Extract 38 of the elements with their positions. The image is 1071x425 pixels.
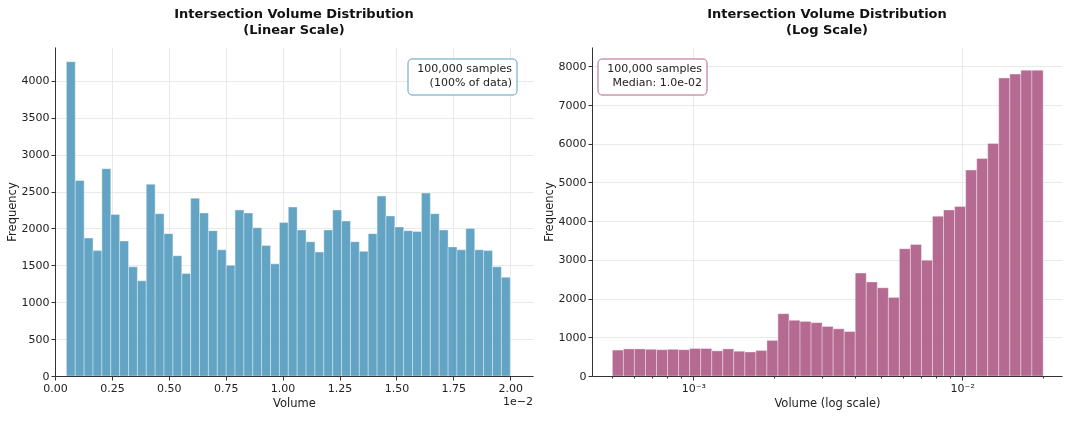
- y-tick-label: 4000: [558, 214, 587, 228]
- y-tick-label: 2500: [21, 185, 50, 199]
- x-tick-label: 10⁻²: [950, 381, 975, 395]
- x-axis-title: Volume: [273, 395, 316, 410]
- y-tick-label: 2000: [558, 292, 587, 306]
- y-tick-label: 500: [28, 332, 50, 346]
- y-tick-label: 3000: [558, 253, 587, 267]
- text: 1e−2: [503, 395, 533, 408]
- y-tick-label: 7000: [558, 98, 587, 112]
- x-axis-title: Volume (log scale): [774, 395, 881, 410]
- x-tick-label: 1.25: [327, 381, 353, 395]
- y-tick-label: 4000: [21, 74, 50, 88]
- y-tick-label: 6000: [558, 137, 587, 151]
- x-tick-label: 1.50: [384, 381, 410, 395]
- x-tick-label: 10⁻³: [681, 381, 706, 395]
- y-tick-label: 1000: [558, 330, 587, 344]
- y-tick-label: 0: [42, 369, 50, 383]
- x-tick-label: 1.00: [270, 381, 296, 395]
- y-tick-label: 3000: [21, 148, 50, 162]
- chart-title: Intersection Volume Distribution (Linear Scale): [174, 6, 414, 37]
- y-tick-label: 1000: [21, 295, 50, 309]
- y-tick-label: 0: [579, 369, 587, 383]
- chart-title: Intersection Volume Distribution (Log Scale): [707, 6, 947, 37]
- x-tick-label: 1.75: [441, 381, 467, 395]
- annotation: 100,000 samples Median: 1.0e-02: [607, 62, 703, 89]
- x-tick-label: 0.75: [213, 381, 239, 395]
- annotation: 100,000 samples (100% of data): [417, 62, 513, 89]
- x-tick-label: 0.00: [43, 381, 68, 395]
- y-tick-label: 1500: [21, 258, 50, 272]
- y-tick-label: 2000: [21, 221, 50, 235]
- y-tick-label: 5000: [558, 175, 587, 189]
- y-tick-label: 3500: [21, 111, 50, 125]
- y-axis-title: Frequency: [4, 182, 19, 242]
- x-tick-label: 0.25: [100, 381, 125, 395]
- x-tick-label: 2.00: [498, 381, 523, 395]
- y-tick-label: 8000: [558, 59, 587, 73]
- x-tick-label: 0.50: [157, 381, 182, 395]
- y-axis-title: Frequency: [541, 182, 556, 242]
